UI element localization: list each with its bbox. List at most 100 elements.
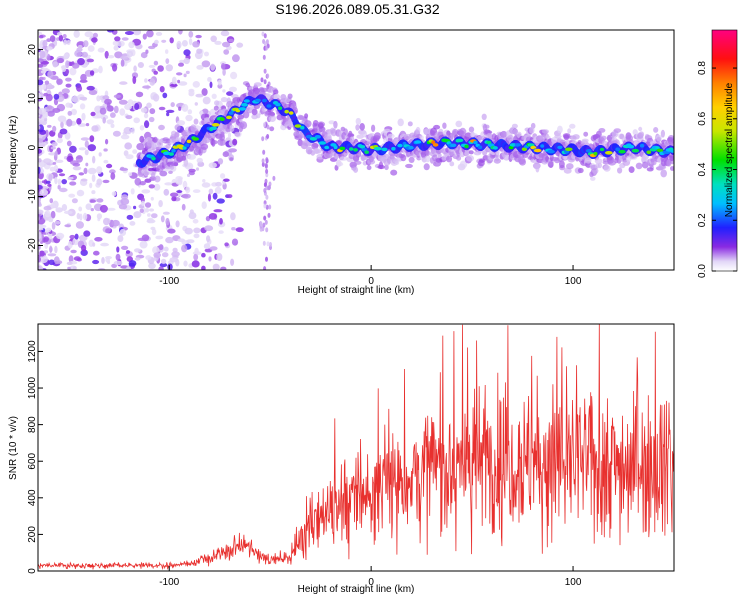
spectrogram-cell	[484, 124, 490, 129]
spectrogram-cell	[164, 182, 173, 186]
spectrogram-cell	[102, 117, 106, 124]
spectrogram-cell	[104, 50, 109, 59]
spectrogram-cell	[265, 168, 269, 174]
spectrogram-cell	[66, 155, 74, 163]
spectrogram-cell	[265, 194, 269, 200]
spectrogram-cell	[638, 126, 643, 132]
spectrogram-cell	[569, 123, 576, 129]
spectrogram-cell	[212, 192, 218, 200]
spectrogram-cell	[210, 35, 217, 43]
spectrogram-cell	[278, 106, 283, 110]
spectrogram-cell	[263, 33, 267, 39]
spectrogram-cell	[192, 137, 199, 141]
snr-y-label: SNR (10 * v/v)	[8, 416, 19, 480]
spectrogram-cell	[559, 160, 565, 169]
spectrogram-cell	[38, 158, 42, 163]
snr-series-line	[38, 324, 674, 571]
spectrogram-cell	[222, 68, 226, 76]
spectrogram-cell	[456, 155, 462, 161]
spectrogram-cell	[168, 170, 173, 174]
spectrogram-cell	[96, 213, 102, 220]
spectrogram-cell	[642, 161, 649, 169]
spectrogram-cell	[266, 73, 270, 79]
spectrogram-cell	[144, 78, 148, 83]
spectrogram-cell	[514, 143, 521, 147]
spectrogram-cell	[193, 118, 199, 125]
spectrogram-cell	[87, 45, 95, 52]
spectrogram-cell	[38, 138, 44, 142]
spectrogram-cell	[348, 147, 354, 151]
spectrogram-cell	[111, 191, 117, 196]
spectrogram-cell	[353, 166, 359, 173]
spectrogram-cell	[220, 131, 225, 138]
spectrogram-cell	[165, 217, 170, 226]
snr-y-tick-label: 600	[27, 452, 38, 469]
spectrogram-cell	[38, 125, 41, 130]
spectrogram-cell	[602, 140, 608, 145]
spectrogram-cell	[201, 60, 211, 68]
spectrogram-cell	[183, 57, 190, 65]
spectrogram-cell	[269, 242, 272, 247]
spectrogram-cell	[353, 160, 362, 165]
spectrogram-cell	[63, 210, 73, 215]
spectrogram-cell	[581, 138, 589, 143]
snr-y-tick-label: 400	[27, 489, 38, 506]
spectrogram-cell	[508, 145, 514, 150]
spectrogram-cell	[229, 124, 235, 133]
spectrogram-cell	[89, 199, 96, 203]
spectrogram-cell	[66, 261, 73, 266]
spectrogram-cell	[39, 250, 45, 257]
snr-frame	[37, 323, 675, 572]
spectrogram-cell	[220, 63, 226, 70]
spectrogram-cell	[48, 152, 57, 156]
spectrogram-cell	[670, 138, 674, 144]
spectrogram-cell	[111, 219, 120, 227]
spectrogram-cell	[162, 92, 168, 99]
spectrogram-x-tick-label: -100	[159, 276, 179, 287]
spectrogram-cell	[130, 188, 135, 195]
spectrogram-cell	[176, 40, 182, 49]
spectrogram-cell	[405, 163, 413, 169]
spectrogram-cell	[146, 140, 153, 147]
spectrogram-cell	[126, 214, 134, 220]
spectrogram-cell	[359, 123, 365, 131]
spectrogram-cell	[284, 109, 290, 114]
spectrogram-cell	[104, 98, 112, 105]
spectrogram-cell	[356, 134, 364, 139]
spectrogram-cell	[656, 136, 662, 143]
spectrogram-cell	[110, 112, 116, 118]
spectrogram-cell	[69, 145, 77, 153]
spectrogram-cell	[75, 155, 83, 163]
spectrogram-cell	[339, 146, 346, 151]
spectrogram-cell	[548, 161, 554, 169]
spectrogram-cell	[85, 162, 89, 167]
spectrogram-cell	[178, 62, 184, 67]
spectrogram-cell	[107, 30, 114, 33]
spectrogram-cell	[71, 198, 78, 204]
spectrogram-cell	[519, 158, 526, 166]
spectrogram-cell	[61, 88, 70, 94]
spectrogram-cell	[220, 97, 228, 103]
spectrogram-cell	[223, 49, 230, 55]
spectrogram-cell	[177, 79, 181, 84]
spectrogram-cell	[437, 153, 442, 158]
spectrogram-cell	[464, 144, 469, 149]
spectrogram-cell	[128, 41, 135, 49]
spectrogram-cell	[48, 259, 56, 266]
spectrogram-cell	[188, 212, 197, 220]
spectrogram-y-axis: -20 -10 0 10 20	[27, 44, 43, 253]
colorbar-tick-label: 0.6	[697, 111, 708, 125]
spectrogram-cell	[263, 266, 267, 270]
spectrogram-cell	[55, 159, 64, 163]
spectrogram-cell	[117, 235, 124, 242]
spectrogram-cell	[660, 129, 666, 138]
spectrogram-cell	[120, 59, 125, 67]
spectrogram-cell	[384, 164, 389, 171]
spectrogram-cell	[201, 88, 208, 96]
spectrogram-cell	[38, 166, 41, 174]
spectrogram-cell	[207, 193, 212, 202]
spectrogram-cell	[87, 144, 97, 152]
spectrogram-cell	[81, 51, 88, 58]
spectrogram-cell	[183, 73, 187, 78]
spectrogram-cell	[391, 146, 396, 151]
